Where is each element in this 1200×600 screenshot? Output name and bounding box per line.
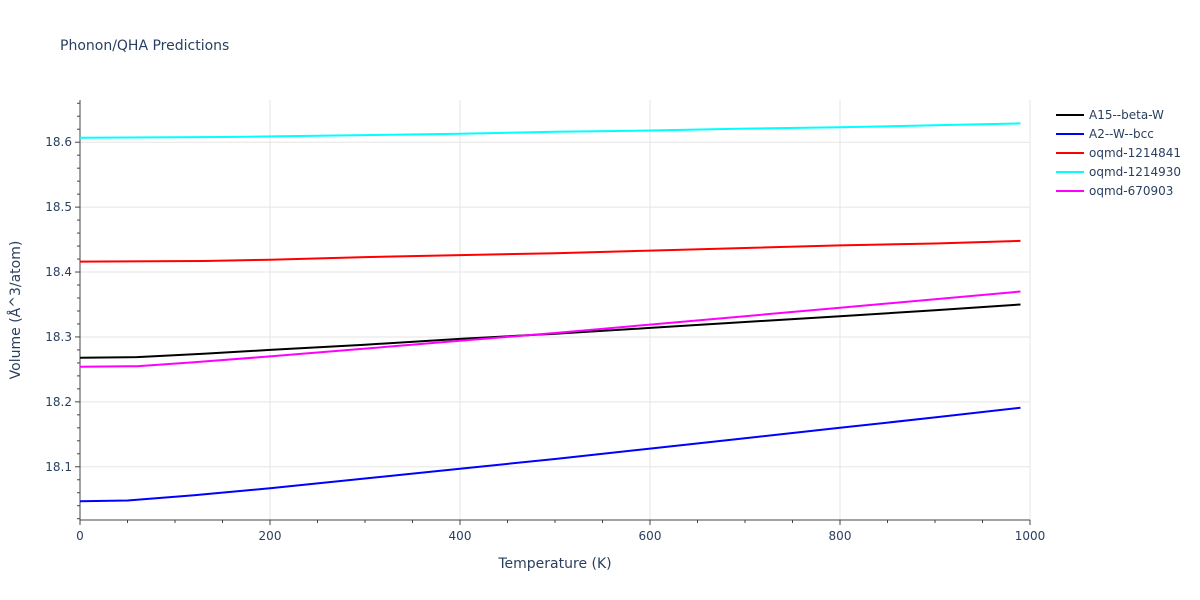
legend-label: oqmd-670903 — [1089, 184, 1173, 198]
legend-label: oqmd-1214930 — [1089, 165, 1181, 179]
series-line-oqmd-1214930[interactable] — [79, 122, 1021, 139]
x-tick-label: 200 — [259, 529, 282, 543]
y-tick-label: 18.2 — [45, 395, 72, 409]
grid — [80, 100, 1031, 520]
series-line-A2--W--bcc[interactable] — [79, 406, 1021, 503]
series-line-oqmd-1214841[interactable] — [79, 239, 1021, 263]
axes: 0 200 400 600 800 1000 18.1 18.2 18.3 18.4 18.5 18.… — [45, 100, 1045, 543]
legend-label: A2--W--bcc — [1089, 127, 1154, 141]
y-axis-title: Volume (Å^3/atom) — [7, 241, 24, 380]
x-tick-label: 1000 — [1015, 529, 1046, 543]
y-tick-label: 18.6 — [45, 135, 72, 149]
legend-item[interactable]: A15--beta-W — [1056, 108, 1164, 122]
legend-item[interactable]: oqmd-670903 — [1056, 184, 1173, 198]
y-tick-label: 18.3 — [45, 330, 72, 344]
legend-item[interactable]: A2--W--bcc — [1056, 127, 1154, 141]
x-axis-title: Temperature (K) — [497, 556, 611, 572]
legend-label: A15--beta-W — [1089, 108, 1164, 122]
x-tick-label: 0 — [76, 529, 84, 543]
series-line-oqmd-670903[interactable] — [79, 290, 1021, 368]
x-tick-label: 800 — [829, 529, 852, 543]
y-tick-label: 18.4 — [45, 265, 72, 279]
x-tick-label: 400 — [449, 529, 472, 543]
series-lines — [79, 122, 1021, 503]
y-tick-label: 18.1 — [45, 460, 72, 474]
x-tick-label: 600 — [639, 529, 662, 543]
chart-title: Phonon/QHA Predictions — [60, 38, 229, 54]
legend-item[interactable]: oqmd-1214930 — [1056, 165, 1181, 179]
y-tick-label: 18.5 — [45, 200, 72, 214]
legend[interactable]: A15--beta-W A2--W--bcc oqmd-1214841 oqmd-12… — [1056, 108, 1181, 198]
legend-label: oqmd-1214841 — [1089, 146, 1181, 160]
legend-item[interactable]: oqmd-1214841 — [1056, 146, 1181, 160]
